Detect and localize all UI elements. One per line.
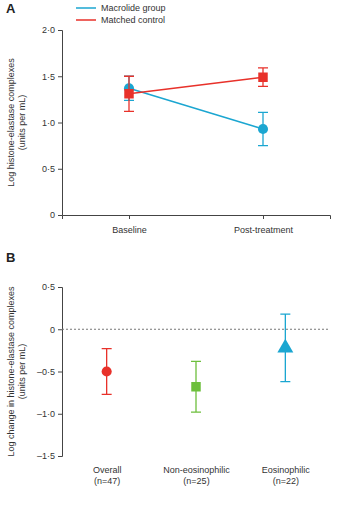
y-tick-mark	[58, 215, 62, 216]
point	[258, 72, 267, 81]
y-tick: 1·0	[42, 118, 62, 128]
series-line	[129, 88, 263, 129]
y-tick-mark	[58, 169, 62, 170]
y-tick-mark	[58, 123, 62, 124]
y-tick-label: 1·5	[42, 72, 55, 82]
legend-label: Matched control	[101, 15, 165, 25]
x-axis: Baseline Post-treatment	[63, 215, 331, 235]
panel-title: B	[6, 250, 15, 265]
x-tick-label: Baseline	[112, 225, 147, 235]
x-tick-label-line: Overall	[93, 465, 122, 475]
panel: B –1·5 –1·0 –0·5 0 0·5 Log change in histone-e…	[6, 250, 330, 486]
y-tick-label: –1·5	[37, 451, 55, 461]
error-bar	[102, 349, 112, 395]
y-tick-mark	[58, 456, 62, 457]
x-tick-mark	[263, 215, 264, 219]
y-tick: 0	[50, 210, 62, 220]
point	[124, 89, 133, 98]
reference-line	[62, 329, 330, 330]
y-axis-label-line: Log change in histone-elastase complexes	[6, 286, 16, 457]
panel-title: A	[6, 1, 16, 16]
y-axis: 0 0·5 1·0 1·5 2·0	[42, 25, 63, 220]
y-tick: 2·0	[42, 25, 62, 35]
error-bar	[258, 112, 268, 145]
y-axis: –1·5 –1·0 –0·5 0 0·5	[37, 282, 63, 461]
y-axis-label-line: (units per mL)	[17, 95, 27, 151]
x-tick-label: Overall(n=47)	[93, 465, 122, 486]
x-tick-label: Eosinophilic(n=22)	[262, 465, 311, 486]
legend: Macrolide group Matched control	[76, 3, 166, 25]
x-tick-label-line: (n=47)	[94, 476, 120, 486]
point	[277, 339, 293, 353]
y-tick-label: 0	[50, 325, 55, 335]
y-tick: 1·5	[42, 72, 62, 82]
y-tick-mark	[58, 414, 62, 415]
y-tick: 0	[50, 325, 62, 335]
x-axis-line	[63, 216, 331, 220]
x-tick-label: Non-eosinophilic(n=25)	[163, 465, 230, 486]
point	[258, 124, 268, 134]
y-tick-label: –1·0	[37, 409, 55, 419]
y-tick-mark	[58, 30, 62, 31]
plot-area	[62, 314, 330, 412]
x-tick-label-line: Eosinophilic	[262, 465, 311, 475]
legend-swatch	[76, 7, 96, 9]
x-tick: Overall(n=47)	[93, 456, 122, 486]
x-tick-label-line: (n=25)	[183, 476, 209, 486]
figure: A 0 0·5 1·0 1·5 2·0 Log histone-elastase compl…	[0, 0, 346, 508]
y-axis-label-line: Log histone-elastase complexes	[6, 58, 16, 187]
error-bar	[191, 361, 201, 412]
y-tick-label: –0·5	[37, 367, 55, 377]
x-tick-label-line: Post-treatment	[234, 225, 294, 235]
y-axis-label-line: (units per mL)	[17, 344, 27, 400]
y-tick-label: 0·5	[42, 164, 55, 174]
x-tick-mark	[129, 215, 130, 219]
y-tick: 0·5	[42, 164, 62, 174]
y-axis-label: Log histone-elastase complexes(units per…	[6, 58, 27, 187]
x-tick-label-line: Non-eosinophilic	[163, 465, 230, 475]
x-tick: Eosinophilic(n=22)	[262, 456, 311, 486]
y-tick-label: 1·0	[42, 118, 55, 128]
y-tick-mark	[58, 329, 62, 330]
series-line	[129, 77, 263, 94]
y-tick-label: 2·0	[42, 25, 55, 35]
x-tick-label-line: (n=22)	[273, 476, 299, 486]
y-tick-mark	[58, 287, 62, 288]
point	[102, 366, 112, 376]
x-tick: Baseline	[112, 215, 147, 235]
y-tick-label: 0	[50, 210, 55, 220]
point	[191, 382, 200, 391]
legend-label: Macrolide group	[101, 3, 166, 13]
y-tick-mark	[58, 76, 62, 77]
y-axis-label: Log change in histone-elastase complexes…	[6, 286, 27, 457]
y-tick: –1·5	[37, 451, 62, 461]
y-axis-line	[58, 31, 63, 216]
y-tick: –1·0	[37, 409, 62, 419]
y-tick-label: 0·5	[42, 282, 55, 292]
x-tick: Post-treatment	[234, 215, 294, 235]
panel: A 0 0·5 1·0 1·5 2·0 Log histone-elastase compl…	[6, 1, 331, 235]
plot-area	[124, 68, 268, 146]
legend-swatch	[76, 19, 96, 21]
x-tick-label: Post-treatment	[234, 225, 294, 235]
y-tick: –0·5	[37, 367, 62, 377]
error-bar	[124, 76, 134, 111]
x-tick-label-line: Baseline	[112, 225, 147, 235]
x-tick: Non-eosinophilic(n=25)	[163, 456, 230, 486]
y-tick: 0·5	[42, 282, 62, 292]
y-tick-mark	[58, 372, 62, 373]
x-axis: Overall(n=47) Non-eosinophilic(n=25) Eosin…	[93, 456, 310, 486]
error-bar	[258, 68, 268, 87]
y-axis-line	[58, 288, 63, 457]
